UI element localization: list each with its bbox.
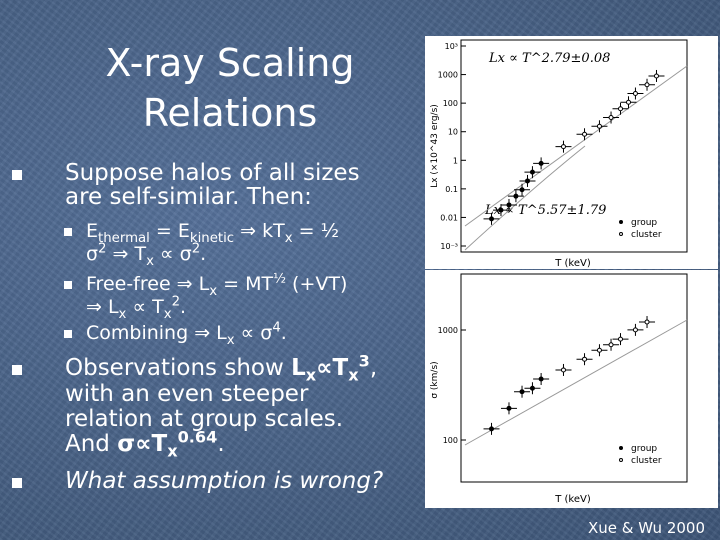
y-tick-label: 0.01: [440, 213, 458, 222]
sub-bullet-square-icon: [64, 228, 72, 236]
legend-cluster: cluster: [631, 456, 662, 466]
legend-group-marker: [619, 446, 623, 450]
legend-cluster: cluster: [631, 230, 662, 240]
title-line-1: X-ray Scaling: [105, 41, 355, 85]
data-point-cluster: [618, 106, 624, 112]
sub-bullet-2-line-2: ⇒ Lx ∝ Tx2.: [86, 294, 187, 322]
fit-line: [464, 319, 688, 446]
y-tick-label: 10³: [445, 42, 458, 51]
data-point-group: [524, 178, 530, 184]
y-tick-label: 0.1: [445, 185, 458, 194]
bullet-square-icon: [12, 365, 22, 375]
bullet-square-icon: [12, 170, 22, 180]
data-points: [483, 316, 656, 435]
plot-frame: [460, 273, 688, 483]
y-tick-label: 1000: [438, 326, 458, 335]
legend: group cluster: [619, 444, 662, 466]
data-point-group: [529, 385, 535, 391]
data-point-group: [519, 389, 525, 395]
bullet-1-line-1: Suppose halos of all sizes: [65, 160, 360, 186]
legend: group cluster: [619, 218, 662, 240]
data-point-cluster: [582, 131, 588, 137]
sub-bullet-2-line-1: Free-free ⇒ Lx = MT½ (+VT): [86, 271, 348, 299]
chart-sigma-vs-t: 1000 100 σ (km/s) T (keV) group cluster: [425, 270, 718, 508]
fit-line-cluster: [464, 65, 688, 227]
data-point-cluster: [596, 347, 602, 353]
chart-sigma-svg: 1000 100 σ (km/s) T (keV) group cluster: [430, 273, 688, 505]
y-axis-label: Lx (×10^43 erg/s): [430, 104, 440, 188]
plot-frame: [460, 39, 688, 253]
data-point-group: [489, 216, 495, 222]
y-tick-label: 1: [453, 156, 458, 165]
data-point-cluster: [626, 99, 632, 105]
sub-bullet-1-line-1: Ethermal = Ekinetic ⇒ kTx = ½: [86, 220, 340, 246]
data-point-cluster: [644, 82, 650, 88]
legend-group: group: [631, 218, 657, 228]
data-point-cluster: [632, 327, 638, 333]
y-tick-label: 1000: [438, 71, 458, 80]
data-point-group: [489, 426, 495, 432]
x-axis-label: T (keV): [554, 258, 591, 269]
data-point-cluster: [644, 319, 650, 325]
bullet-2-line-4: And σ∝Tx0.64.: [65, 427, 225, 461]
y-tick-label: 10⁻³: [440, 242, 458, 251]
data-point-group: [519, 187, 525, 193]
formula-low: Lx ∝ T^5.57±1.79: [484, 203, 606, 218]
data-point-group: [529, 169, 535, 175]
data-point-group: [498, 207, 504, 213]
bullet-2-line-1: Observations show Lx∝Tx3,: [65, 351, 378, 385]
data-point-cluster: [653, 73, 659, 79]
slide-title: X-ray Scaling Relations: [40, 38, 420, 138]
legend-group: group: [631, 444, 657, 454]
data-point-group: [506, 405, 512, 411]
formula-high: Lx ∝ T^2.79±0.08: [488, 51, 610, 66]
fit-line-group: [464, 145, 586, 251]
bullet-square-icon: [12, 478, 22, 488]
bullet-3: What assumption is wrong?: [65, 468, 384, 494]
y-tick-label: 100: [443, 99, 458, 108]
legend-cluster-marker: [619, 232, 623, 236]
sub-bullet-3: Combining ⇒ Lx ∝ σ4.: [86, 320, 287, 348]
title-line-2: Relations: [142, 91, 318, 135]
bullet-1-line-2: are self-similar. Then:: [65, 184, 312, 210]
bullet-2-line-2: with an even steeper: [65, 381, 309, 407]
data-point-cluster: [632, 91, 638, 97]
chart-lx-svg: 10³ 1000 100 10 1 0.1 0.01 10⁻³ Lx (×10^43 erg/…: [430, 39, 688, 269]
data-point-cluster: [582, 356, 588, 362]
data-points: [483, 69, 665, 225]
legend-cluster-marker: [619, 458, 623, 462]
data-point-cluster: [618, 336, 624, 342]
data-point-cluster: [560, 367, 566, 373]
y-ticks: 1000 100: [438, 326, 466, 445]
sub-bullet-square-icon: [64, 281, 72, 289]
data-point-group: [538, 160, 544, 166]
y-axis-label: σ (km/s): [430, 361, 440, 398]
legend-group-marker: [619, 220, 623, 224]
data-point-group: [513, 193, 519, 199]
data-point-cluster: [608, 342, 614, 348]
data-point-cluster: [560, 144, 566, 150]
data-point-cluster: [596, 123, 602, 129]
y-tick-label: 10: [448, 128, 458, 137]
y-ticks: 10³ 1000 100 10 1 0.1 0.01 10⁻³: [438, 42, 466, 251]
chart-lx-vs-t: 10³ 1000 100 10 1 0.1 0.01 10⁻³ Lx (×10^43 erg/…: [425, 36, 718, 269]
data-point-group: [538, 376, 544, 382]
sub-bullet-1-line-2: σ2 ⇒ Tx ∝ σ2.: [86, 241, 207, 269]
x-axis-label: T (keV): [554, 494, 591, 505]
data-point-group: [506, 202, 512, 208]
bullet-2-line-3: relation at group scales.: [65, 406, 344, 432]
data-point-cluster: [608, 115, 614, 121]
credit: Xue & Wu 2000: [588, 519, 705, 537]
y-tick-label: 100: [443, 436, 458, 445]
sub-bullet-square-icon: [64, 330, 72, 338]
